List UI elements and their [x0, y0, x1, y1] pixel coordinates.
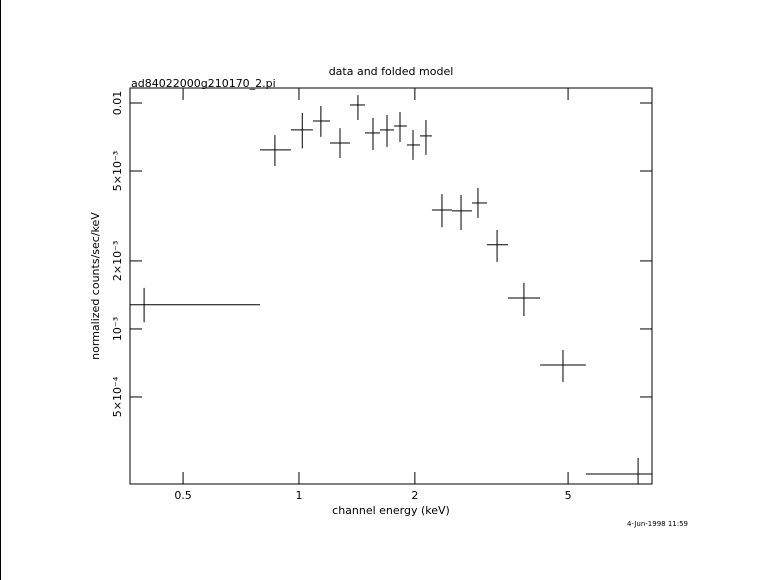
- x-tick-label: 1: [295, 489, 302, 502]
- chart-title: data and folded model: [329, 65, 454, 78]
- plot-area: [130, 95, 652, 484]
- plot-frame: [129, 87, 653, 485]
- y-tick-label: 5×10⁻³: [111, 151, 124, 191]
- y-tick-label: 10⁻³: [111, 317, 124, 341]
- y-tick-label: 5×10⁻⁴: [111, 376, 124, 417]
- x-tick-label: 2: [411, 489, 418, 502]
- y-tick-label: 2×10⁻³: [111, 241, 124, 281]
- timestamp: 4-Jun-1998 11:59: [627, 520, 688, 528]
- x-axis-label: channel energy (keV): [332, 504, 450, 517]
- y-tick-label: 0.01: [111, 91, 124, 116]
- chart-subtitle: ad84022000g210170_2.pi: [131, 77, 276, 90]
- y-axis-label: normalized counts/sec/keV: [89, 212, 102, 360]
- x-tick-label: 0.5: [174, 489, 192, 502]
- x-tick-label: 5: [565, 489, 572, 502]
